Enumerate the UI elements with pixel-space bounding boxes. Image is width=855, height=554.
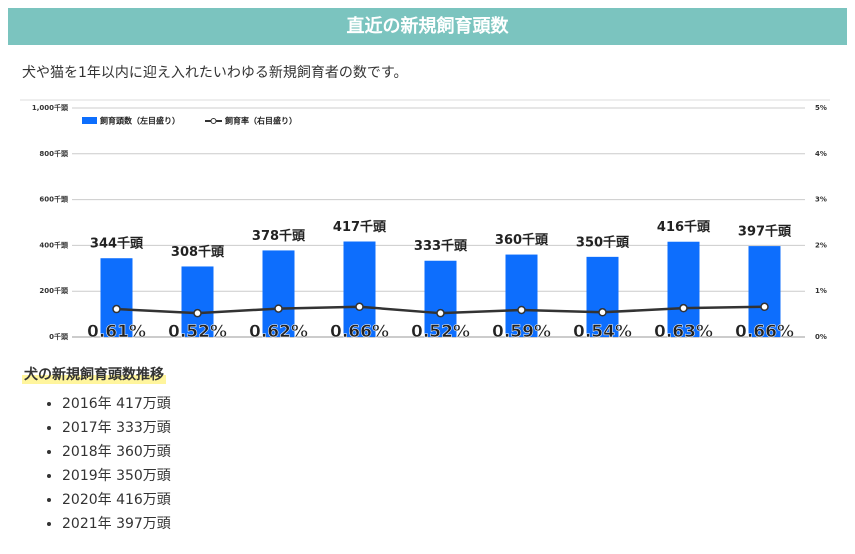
- bar-value-label: 350千頭: [576, 234, 630, 250]
- year-item: 2021年 397万頭: [62, 512, 171, 536]
- legend-label: 飼育頭数（左目盛り）: [99, 116, 180, 126]
- rate-value-label: 0.54%: [573, 322, 632, 342]
- year-item: 2019年 350万頭: [62, 464, 171, 488]
- year-item: 2017年 333万頭: [62, 416, 171, 440]
- y-tick-label: 0千頭: [49, 332, 69, 341]
- rate-value-label: 0.66%: [735, 322, 794, 342]
- rate-point: [760, 302, 769, 312]
- year-item: 2016年 417万頭: [62, 392, 171, 416]
- y2-tick-label: 0%: [815, 333, 827, 341]
- bar-value-label: 378千頭: [252, 228, 306, 244]
- y2-tick-label: 5%: [815, 104, 827, 112]
- rate-point: [274, 304, 283, 313]
- rate-value-label: 0.52%: [411, 322, 470, 342]
- rate-value-label: 0.59%: [492, 322, 551, 342]
- rate-point: [517, 305, 526, 315]
- y-tick-label: 200千頭: [39, 286, 69, 295]
- y-tick-label: 1,000千頭: [32, 103, 69, 112]
- rate-point: [355, 302, 364, 312]
- y2-tick-label: 4%: [815, 150, 827, 158]
- section-heading: 犬の新規飼育頭数推移: [22, 364, 166, 384]
- rate-point: [679, 303, 688, 313]
- bar: [181, 266, 214, 337]
- bar: [586, 256, 619, 337]
- intro-text: 犬や猫を1年以内に迎え入れたいわゆる新規飼育者の数です。: [22, 65, 408, 81]
- rate-point: [193, 308, 202, 318]
- y-tick-label: 600千頭: [39, 195, 69, 204]
- bar-value-label: 416千頭: [657, 219, 711, 235]
- bar: [505, 254, 538, 337]
- rate-point: [112, 304, 121, 314]
- year-item: 2020年 416万頭: [62, 488, 171, 512]
- bar-value-label: 417千頭: [333, 219, 387, 235]
- y-tick-label: 400千頭: [39, 240, 69, 249]
- rate-value-label: 0.63%: [654, 322, 713, 342]
- bar-value-label: 360千頭: [495, 232, 549, 248]
- bar: [100, 258, 133, 337]
- bar: [748, 246, 781, 337]
- y2-tick-label: 2%: [815, 241, 827, 249]
- year-list: 2016年 417万頭2017年 333万頭2018年 360万頭2019年 3…: [22, 392, 171, 536]
- bar-value-label: 397千頭: [738, 224, 792, 240]
- legend-swatch: [82, 117, 97, 124]
- y2-tick-label: 3%: [815, 196, 827, 204]
- bar: [667, 241, 700, 337]
- y-tick-label: 800千頭: [39, 149, 69, 158]
- bar: [424, 260, 457, 337]
- bar-value-label: 308千頭: [171, 244, 225, 260]
- rate-point: [598, 308, 607, 317]
- rate-value-label: 0.62%: [249, 322, 308, 342]
- rate-value-label: 0.61%: [87, 322, 146, 342]
- legend-label: 飼育率（右目盛り）: [224, 116, 297, 126]
- bar: [262, 250, 295, 337]
- year-item: 2018年 360万頭: [62, 440, 171, 464]
- rate-value-label: 0.66%: [330, 322, 389, 342]
- y2-tick-label: 1%: [815, 287, 827, 295]
- bar-value-label: 333千頭: [414, 238, 468, 254]
- rate-point: [436, 308, 445, 318]
- chart: 0千頭 200千頭 400千頭 600千頭 800千頭 1,000千頭 0% 1% 2% 3% 4%…: [20, 99, 830, 342]
- header-title: 直近の新規飼育頭数: [8, 8, 847, 45]
- bar: [343, 241, 376, 337]
- legend-swatch: [210, 118, 217, 124]
- rate-value-label: 0.52%: [168, 322, 227, 342]
- bar-value-label: 344千頭: [90, 236, 144, 252]
